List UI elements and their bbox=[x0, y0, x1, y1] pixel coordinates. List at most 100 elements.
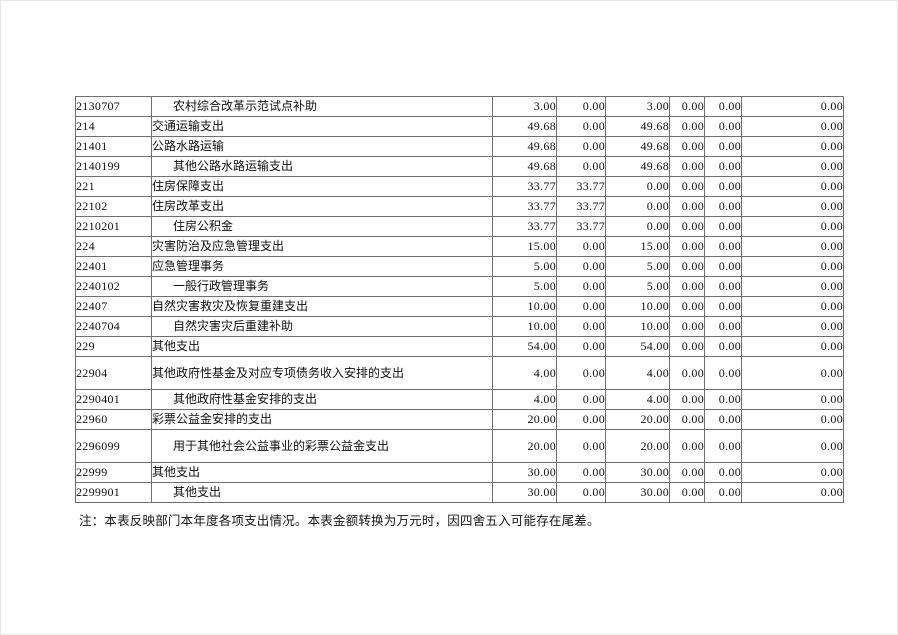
value-cell: 0.00 bbox=[704, 296, 742, 317]
value-cell: 0.00 bbox=[669, 236, 705, 257]
name-cell: 彩票公益金安排的支出 bbox=[151, 409, 493, 430]
value-cell: 0.00 bbox=[669, 482, 705, 503]
value-cell: 0.00 bbox=[605, 216, 670, 237]
name-cell: 其他政府性基金安排的支出 bbox=[151, 389, 493, 410]
value-cell: 0.00 bbox=[741, 356, 844, 390]
value-cell: 30.00 bbox=[492, 482, 557, 503]
value-cell: 10.00 bbox=[492, 316, 557, 337]
value-cell: 0.00 bbox=[704, 156, 742, 177]
table-row: 2130707 农村综合改革示范试点补助 3.00 0.00 3.00 0.00… bbox=[75, 96, 844, 117]
value-cell: 0.00 bbox=[556, 336, 606, 357]
value-cell: 0.00 bbox=[741, 96, 844, 117]
name-cell: 灾害防治及应急管理支出 bbox=[151, 236, 493, 257]
value-cell: 0.00 bbox=[556, 482, 606, 503]
value-cell: 0.00 bbox=[741, 216, 844, 237]
value-cell: 0.00 bbox=[704, 276, 742, 297]
value-cell: 5.00 bbox=[492, 256, 557, 277]
name-cell: 住房保障支出 bbox=[151, 176, 493, 197]
value-cell: 0.00 bbox=[669, 296, 705, 317]
value-cell: 0.00 bbox=[741, 336, 844, 357]
value-cell: 0.00 bbox=[669, 336, 705, 357]
value-cell: 0.00 bbox=[704, 316, 742, 337]
code-cell: 22904 bbox=[75, 356, 152, 390]
value-cell: 10.00 bbox=[605, 316, 670, 337]
value-cell: 0.00 bbox=[669, 409, 705, 430]
code-cell: 2296099 bbox=[75, 429, 152, 463]
value-cell: 0.00 bbox=[556, 116, 606, 137]
value-cell: 0.00 bbox=[741, 316, 844, 337]
value-cell: 0.00 bbox=[704, 176, 742, 197]
table-row: 2296099 用于其他社会公益事业的彩票公益金支出 20.00 0.00 20… bbox=[75, 429, 844, 463]
code-cell: 2240704 bbox=[75, 316, 152, 337]
name-cell: 其他支出 bbox=[151, 482, 493, 503]
value-cell: 0.00 bbox=[669, 276, 705, 297]
value-cell: 0.00 bbox=[741, 462, 844, 483]
value-cell: 49.68 bbox=[605, 136, 670, 157]
value-cell: 20.00 bbox=[492, 409, 557, 430]
name-cell: 自然灾害灾后重建补助 bbox=[151, 316, 493, 337]
value-cell: 54.00 bbox=[492, 336, 557, 357]
code-cell: 224 bbox=[75, 236, 152, 257]
name-cell: 应急管理事务 bbox=[151, 256, 493, 277]
value-cell: 49.68 bbox=[492, 116, 557, 137]
value-cell: 0.00 bbox=[669, 216, 705, 237]
value-cell: 0.00 bbox=[556, 389, 606, 410]
value-cell: 0.00 bbox=[704, 462, 742, 483]
table-row: 22401 应急管理事务 5.00 0.00 5.00 0.00 0.00 0.… bbox=[75, 256, 844, 277]
value-cell: 49.68 bbox=[605, 156, 670, 177]
value-cell: 20.00 bbox=[605, 429, 670, 463]
name-cell: 用于其他社会公益事业的彩票公益金支出 bbox=[151, 429, 493, 463]
name-cell: 自然灾害救灾及恢复重建支出 bbox=[151, 296, 493, 317]
value-cell: 0.00 bbox=[741, 409, 844, 430]
code-cell: 2299901 bbox=[75, 482, 152, 503]
table-row: 2240704 自然灾害灾后重建补助 10.00 0.00 10.00 0.00… bbox=[75, 316, 844, 337]
table-row: 2299901 其他支出 30.00 0.00 30.00 0.00 0.00 … bbox=[75, 482, 844, 503]
value-cell: 33.77 bbox=[492, 176, 557, 197]
value-cell: 0.00 bbox=[556, 156, 606, 177]
value-cell: 54.00 bbox=[605, 336, 670, 357]
value-cell: 10.00 bbox=[492, 296, 557, 317]
table-row: 22960 彩票公益金安排的支出 20.00 0.00 20.00 0.00 0… bbox=[75, 409, 844, 430]
table-row: 22999 其他支出 30.00 0.00 30.00 0.00 0.00 0.… bbox=[75, 462, 844, 483]
value-cell: 33.77 bbox=[556, 216, 606, 237]
table-row: 2290401 其他政府性基金安排的支出 4.00 0.00 4.00 0.00… bbox=[75, 389, 844, 410]
value-cell: 0.00 bbox=[556, 296, 606, 317]
code-cell: 229 bbox=[75, 336, 152, 357]
table-row: 21401 公路水路运输 49.68 0.00 49.68 0.00 0.00 … bbox=[75, 136, 844, 157]
value-cell: 0.00 bbox=[741, 176, 844, 197]
value-cell: 0.00 bbox=[556, 276, 606, 297]
table-row: 22102 住房改革支出 33.77 33.77 0.00 0.00 0.00 … bbox=[75, 196, 844, 217]
table-row: 229 其他支出 54.00 0.00 54.00 0.00 0.00 0.00 bbox=[75, 336, 844, 357]
table-row: 2210201 住房公积金 33.77 33.77 0.00 0.00 0.00… bbox=[75, 216, 844, 237]
code-cell: 22401 bbox=[75, 256, 152, 277]
value-cell: 0.00 bbox=[741, 136, 844, 157]
value-cell: 0.00 bbox=[704, 216, 742, 237]
value-cell: 0.00 bbox=[669, 316, 705, 337]
value-cell: 0.00 bbox=[741, 116, 844, 137]
value-cell: 0.00 bbox=[556, 236, 606, 257]
value-cell: 0.00 bbox=[741, 236, 844, 257]
code-cell: 2140199 bbox=[75, 156, 152, 177]
value-cell: 30.00 bbox=[605, 482, 670, 503]
value-cell: 5.00 bbox=[605, 256, 670, 277]
value-cell: 4.00 bbox=[492, 389, 557, 410]
value-cell: 4.00 bbox=[492, 356, 557, 390]
value-cell: 33.77 bbox=[556, 196, 606, 217]
value-cell: 0.00 bbox=[669, 176, 705, 197]
value-cell: 0.00 bbox=[556, 96, 606, 117]
table-note: 注：本表反映部门本年度各项支出情况。本表金额转换为万元时，因四舍五入可能存在尾差… bbox=[79, 514, 600, 528]
code-cell: 221 bbox=[75, 176, 152, 197]
value-cell: 0.00 bbox=[741, 296, 844, 317]
value-cell: 15.00 bbox=[605, 236, 670, 257]
table-row: 2240102 一般行政管理事务 5.00 0.00 5.00 0.00 0.0… bbox=[75, 276, 844, 297]
value-cell: 49.68 bbox=[492, 136, 557, 157]
name-cell: 其他支出 bbox=[151, 462, 493, 483]
value-cell: 0.00 bbox=[704, 196, 742, 217]
name-cell: 公路水路运输 bbox=[151, 136, 493, 157]
value-cell: 30.00 bbox=[605, 462, 670, 483]
value-cell: 0.00 bbox=[741, 276, 844, 297]
code-cell: 214 bbox=[75, 116, 152, 137]
value-cell: 0.00 bbox=[704, 389, 742, 410]
value-cell: 0.00 bbox=[741, 389, 844, 410]
name-cell: 其他公路水路运输支出 bbox=[151, 156, 493, 177]
